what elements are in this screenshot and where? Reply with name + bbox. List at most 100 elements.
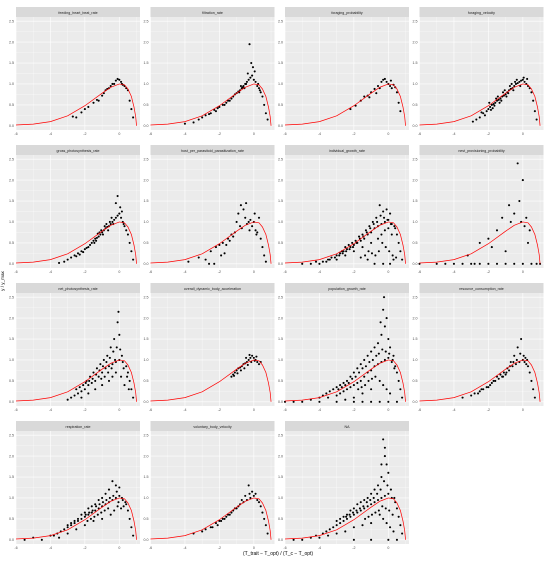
- data-point: [342, 390, 345, 393]
- data-point: [380, 333, 383, 336]
- data-point: [58, 536, 61, 539]
- y-tick-label: 2.5: [9, 157, 14, 161]
- data-point: [349, 515, 352, 518]
- y-tick-label: 1.0: [9, 358, 14, 362]
- data-point: [356, 503, 359, 506]
- data-point: [335, 386, 338, 389]
- data-point: [386, 484, 389, 487]
- data-point: [76, 392, 80, 395]
- data-point: [345, 248, 349, 251]
- data-point: [91, 377, 94, 380]
- data-point: [92, 101, 95, 104]
- data-point: [512, 89, 515, 92]
- data-point: [103, 375, 106, 378]
- x-tick-label: 0: [118, 270, 120, 274]
- data-point: [487, 386, 490, 389]
- facet-strip-label: foraging_velocity: [468, 11, 495, 15]
- data-point: [87, 105, 90, 109]
- data-point: [348, 513, 351, 516]
- data-point: [328, 258, 331, 261]
- data-point: [301, 262, 304, 265]
- data-point: [539, 262, 542, 265]
- data-point: [379, 214, 382, 217]
- data-point: [110, 216, 113, 219]
- data-point: [247, 358, 250, 362]
- facet-strip-label: individual_growth_rate: [329, 149, 365, 153]
- data-point: [379, 488, 382, 491]
- x-tick-label: -2: [487, 408, 490, 412]
- data-point: [120, 507, 123, 510]
- y-tick-label: 0.0: [278, 538, 283, 542]
- data-point: [375, 216, 378, 219]
- data-point: [352, 243, 355, 247]
- y-tick-label: 0.0: [278, 400, 283, 404]
- data-point: [209, 250, 212, 253]
- data-point: [478, 116, 481, 119]
- data-point: [126, 371, 129, 374]
- data-point: [359, 239, 362, 242]
- data-point: [382, 296, 386, 299]
- data-point: [387, 538, 390, 541]
- data-point: [368, 96, 371, 99]
- data-point: [266, 532, 269, 535]
- data-point: [513, 85, 516, 88]
- data-point: [221, 517, 224, 520]
- facet-panel: voluntary_body_velocity 0.0 0.5 1.0 1.5 2.0 2.…: [144, 421, 275, 550]
- data-point: [373, 501, 376, 504]
- data-point: [376, 342, 380, 345]
- data-point: [84, 381, 87, 385]
- data-point: [473, 392, 476, 395]
- data-point: [395, 233, 398, 236]
- data-point: [535, 118, 538, 121]
- data-point: [104, 367, 107, 370]
- data-point: [247, 220, 250, 224]
- data-point: [318, 262, 321, 265]
- data-point: [393, 367, 396, 370]
- data-point: [352, 513, 355, 516]
- data-point: [395, 538, 398, 541]
- data-point: [114, 371, 117, 374]
- data-point: [240, 499, 243, 502]
- y-tick-label: 2.0: [413, 316, 418, 320]
- data-point: [228, 239, 231, 242]
- data-point: [251, 225, 254, 228]
- data-point: [501, 216, 504, 219]
- data-point: [370, 350, 373, 353]
- y-tick-label: 0.5: [413, 103, 418, 107]
- data-point: [395, 91, 398, 94]
- data-point: [520, 337, 523, 341]
- data-point: [233, 371, 236, 374]
- data-point: [514, 80, 517, 83]
- data-point: [88, 379, 91, 382]
- facet-strip-label: respiration_rate: [66, 425, 91, 429]
- data-point: [391, 513, 394, 516]
- data-point: [345, 388, 349, 391]
- data-point: [248, 492, 251, 495]
- data-point: [128, 517, 131, 520]
- data-point: [344, 398, 347, 401]
- fitted-curve: [150, 359, 272, 402]
- data-point: [121, 361, 124, 364]
- data-point: [66, 258, 69, 261]
- data-point: [70, 522, 73, 525]
- data-point: [218, 105, 221, 109]
- data-point: [480, 111, 483, 114]
- data-point: [392, 258, 395, 261]
- data-point: [342, 515, 345, 518]
- data-point: [118, 486, 121, 489]
- y-tick-label: 1.5: [278, 199, 283, 203]
- x-tick-label: -2: [83, 546, 86, 550]
- data-point: [361, 392, 364, 395]
- y-tick-label: 2.5: [144, 295, 149, 299]
- data-point: [496, 95, 499, 98]
- data-point: [105, 223, 108, 226]
- y-tick-label: 2.5: [144, 19, 149, 23]
- fitted-curve: [15, 221, 137, 264]
- data-point: [111, 375, 114, 378]
- data-point: [73, 254, 76, 257]
- data-point: [85, 246, 88, 249]
- data-point: [452, 262, 455, 265]
- data-point: [132, 258, 135, 261]
- data-point: [266, 118, 269, 121]
- x-tick-label: -4: [49, 270, 52, 274]
